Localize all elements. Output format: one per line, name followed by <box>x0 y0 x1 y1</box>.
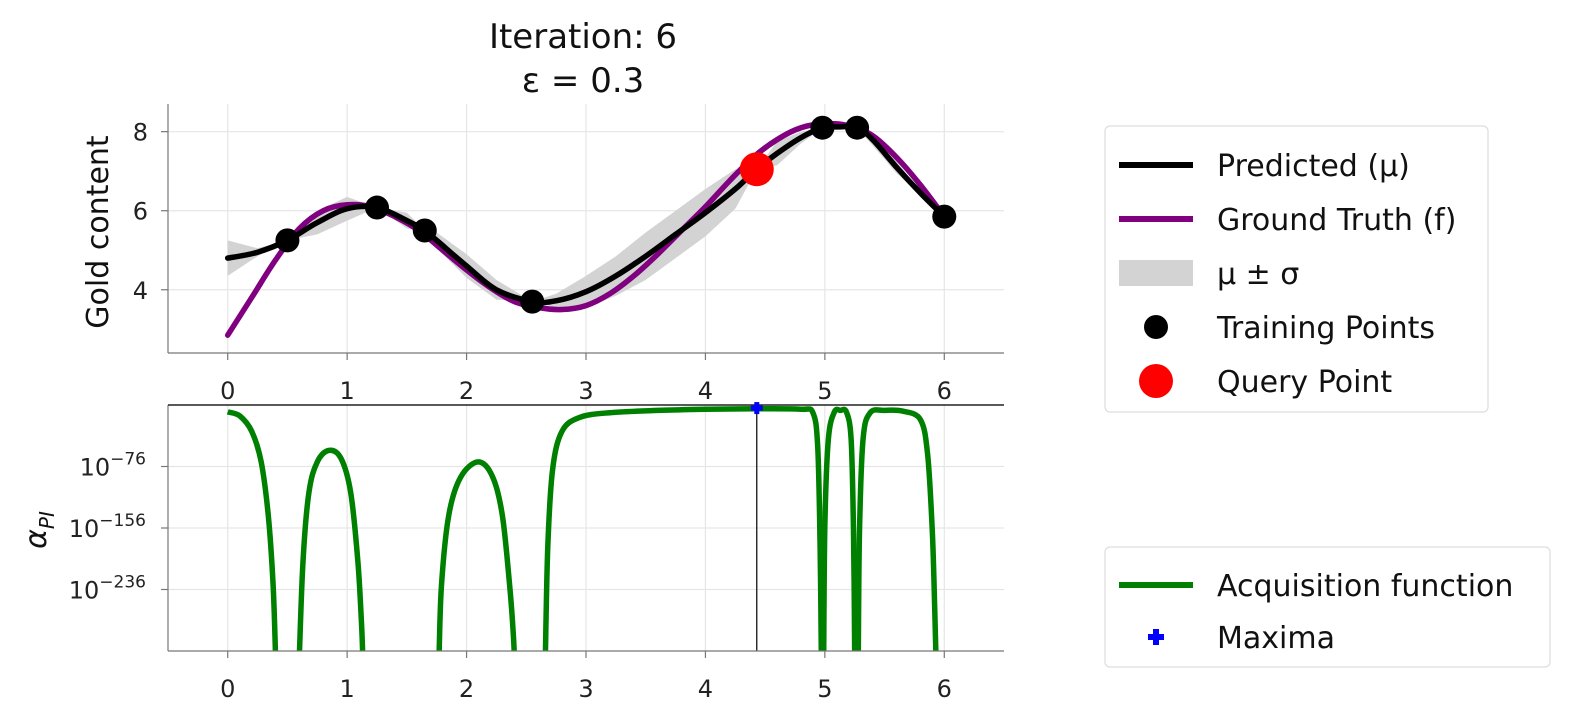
chart-title-line2: ε = 0.3 <box>522 61 645 101</box>
bottom-y-tick-base-0: 10 <box>80 454 111 482</box>
bottom-plot-lines <box>226 405 939 651</box>
top-legend-handle-2 <box>1119 260 1193 286</box>
bottom-x-tick-label-1: 1 <box>340 675 355 703</box>
top-y-tick-label-0: 4 <box>133 277 148 305</box>
bottom-y-tick-base-2: 10 <box>69 577 100 605</box>
bottom-x-tick-label-5: 5 <box>817 675 832 703</box>
acquisition-segment-4 <box>820 406 858 651</box>
bottom-y-axis-label: αPI <box>19 511 59 549</box>
top-x-tick-label-4: 4 <box>698 377 713 405</box>
acquisition-segment-0 <box>226 409 279 651</box>
top-x-tick-label-0: 0 <box>220 377 235 405</box>
training-point-5 <box>845 115 870 140</box>
maxima-marker <box>750 402 763 415</box>
top-x-tick-label-2: 2 <box>459 377 474 405</box>
top-y-axis-label: Gold content <box>81 135 116 329</box>
acquisition-segment-3 <box>542 406 825 651</box>
top-legend-handle-4 <box>1139 364 1173 398</box>
top-legend-label-2: μ ± σ <box>1217 257 1299 292</box>
top-legend-label-0: Predicted (μ) <box>1217 149 1410 184</box>
top-x-tick-label-3: 3 <box>578 377 593 405</box>
top-plot-axes: 0 1 2 3 4 5 6 4 6 8 <box>133 104 1004 405</box>
bottom-y-tick-base-1: 10 <box>69 515 100 543</box>
top-legend-label-1: Ground Truth (f) <box>1217 203 1456 238</box>
bottom-x-tick-label-2: 2 <box>459 675 474 703</box>
bottom-x-tick-label-3: 3 <box>578 675 593 703</box>
top-x-tick-label-5: 5 <box>817 377 832 405</box>
top-x-tick-label-1: 1 <box>340 377 355 405</box>
bottom-legend-label-1: Maxima <box>1217 621 1335 656</box>
acquisition-segment-1 <box>296 447 366 651</box>
bottom-legend-label-0: Acquisition function <box>1217 569 1513 604</box>
bottom-y-tick-label-0: 10−76 <box>80 450 146 482</box>
bottom-y-axis-label-main: α <box>19 529 54 549</box>
bottom-plot-grid <box>168 405 1004 651</box>
acquisition-segment-5 <box>855 407 939 651</box>
bottom-y-axis-label-sub: PI <box>35 511 59 529</box>
top-legend-label-3: Training Points <box>1216 311 1435 346</box>
bottom-legend-handle-1 <box>1148 629 1164 645</box>
top-legend-frame <box>1104 125 1489 413</box>
top-y-tick-label-2: 8 <box>133 119 148 147</box>
top-plot-points <box>275 115 957 314</box>
chart-title-line1: Iteration: 6 <box>489 17 677 57</box>
bottom-y-tick-exp-2: −236 <box>99 573 146 593</box>
bottom-x-tick-label-0: 0 <box>220 675 235 703</box>
training-point-1 <box>365 195 389 220</box>
bottom-legend: Acquisition function Maxima <box>1104 546 1551 668</box>
top-x-tick-label-6: 6 <box>937 377 952 405</box>
bottom-legend-handle-1-v <box>1153 629 1159 645</box>
top-legend-handle-3 <box>1144 315 1168 339</box>
bottom-legend-frame <box>1104 546 1551 668</box>
training-point-3 <box>520 289 545 314</box>
bottom-x-tick-label-4: 4 <box>698 675 713 703</box>
training-point-0 <box>275 228 300 253</box>
top-legend-label-4: Query Point <box>1217 365 1392 400</box>
top-y-tick-label-1: 6 <box>133 198 148 226</box>
acquisition-segment-2 <box>436 459 517 651</box>
training-point-2 <box>412 218 437 243</box>
maxima-marker-v <box>754 402 760 415</box>
bottom-y-tick-label-2: 10−236 <box>69 573 146 605</box>
bottom-y-tick-label-1: 10−156 <box>69 511 146 543</box>
top-legend: Predicted (μ) Ground Truth (f) μ ± σ Traini… <box>1104 125 1489 413</box>
training-point-6 <box>932 204 957 229</box>
bottom-y-tick-exp-0: −76 <box>110 450 146 470</box>
bottom-y-tick-exp-1: −156 <box>99 511 146 531</box>
training-point-4 <box>810 115 835 140</box>
query-point <box>739 152 774 187</box>
bottom-x-tick-label-6: 6 <box>937 675 952 703</box>
